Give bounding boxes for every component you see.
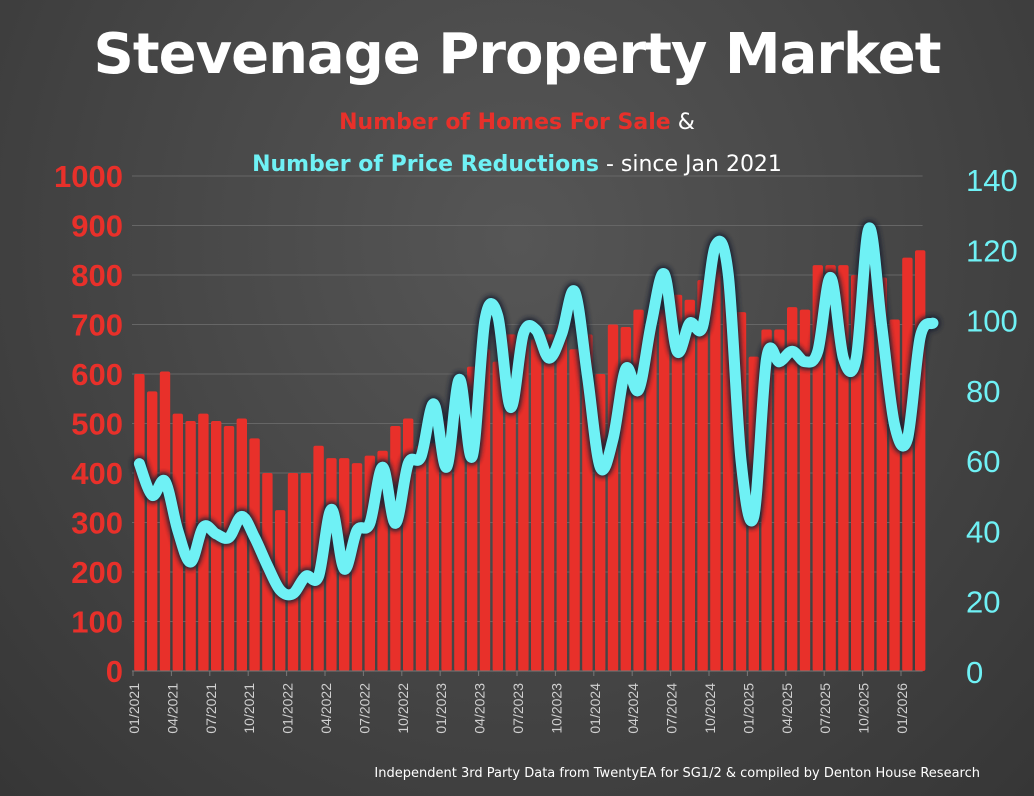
bar bbox=[633, 309, 644, 671]
x-tick-label: 01/2022 bbox=[280, 683, 296, 734]
bar bbox=[787, 307, 798, 671]
left-tick-label: 1000 bbox=[54, 159, 123, 194]
bar bbox=[863, 235, 875, 671]
right-tick-label: 120 bbox=[966, 233, 1018, 268]
bar bbox=[287, 473, 299, 671]
right-tick-label: 80 bbox=[966, 374, 1000, 409]
left-tick-label: 700 bbox=[71, 308, 123, 343]
right-tick-label: 20 bbox=[966, 585, 1000, 620]
right-tick-label: 100 bbox=[966, 304, 1018, 339]
right-tick-label: 0 bbox=[966, 655, 983, 690]
x-tick-label: 01/2023 bbox=[433, 683, 449, 734]
x-tick-label: 04/2025 bbox=[779, 683, 795, 734]
left-tick-label: 900 bbox=[71, 209, 123, 244]
x-tick-label: 01/2021 bbox=[126, 683, 142, 734]
x-tick-label: 07/2025 bbox=[817, 683, 833, 734]
bar bbox=[902, 257, 913, 671]
left-tick-label: 500 bbox=[71, 407, 123, 442]
bar bbox=[134, 374, 145, 671]
x-tick-label: 04/2022 bbox=[318, 683, 334, 734]
bar bbox=[492, 361, 503, 671]
bar bbox=[556, 324, 567, 671]
left-tick-label: 300 bbox=[71, 506, 123, 541]
subtitle-price-reductions: Number of Price Reductions bbox=[252, 152, 599, 177]
bar bbox=[659, 309, 670, 671]
x-tick-label: 10/2021 bbox=[241, 683, 257, 734]
bar bbox=[646, 314, 657, 671]
left-tick-label: 800 bbox=[71, 258, 123, 293]
x-tick-label: 10/2025 bbox=[856, 683, 872, 734]
bar bbox=[441, 421, 452, 671]
chart-subtitle-line2: Number of Price Reductions - since Jan 2… bbox=[0, 152, 1034, 177]
bar bbox=[428, 443, 439, 671]
bar bbox=[390, 425, 401, 671]
bar bbox=[697, 279, 708, 671]
x-axis: 01/2021 04/2021 07/2021 10/2021 01/2022 04/20… bbox=[126, 670, 923, 734]
bar bbox=[454, 408, 465, 671]
x-tick-label: 01/2026 bbox=[894, 683, 910, 734]
x-tick-label: 10/2023 bbox=[548, 683, 564, 734]
left-tick-label: 100 bbox=[71, 605, 123, 640]
x-tick-label: 07/2021 bbox=[203, 683, 219, 734]
bar-series bbox=[134, 235, 926, 671]
right-tick-label: 40 bbox=[966, 514, 1000, 549]
bar bbox=[505, 334, 516, 671]
bar bbox=[684, 299, 695, 671]
bar bbox=[159, 371, 171, 671]
x-tick-label: 01/2024 bbox=[587, 683, 603, 734]
chart-title: Stevenage Property Market bbox=[93, 22, 942, 87]
x-tick-label: 07/2022 bbox=[356, 683, 372, 734]
bar bbox=[531, 339, 542, 671]
right-tick-label: 60 bbox=[966, 444, 1000, 479]
x-tick-label: 07/2023 bbox=[510, 683, 526, 734]
x-tick-label: 07/2024 bbox=[664, 683, 680, 734]
bar bbox=[915, 250, 926, 671]
left-tick-label: 600 bbox=[71, 357, 123, 392]
bar bbox=[671, 294, 683, 671]
bar bbox=[223, 425, 235, 671]
bar bbox=[774, 329, 785, 671]
line-series bbox=[131, 220, 941, 603]
x-tick-label: 10/2024 bbox=[702, 683, 718, 734]
bar bbox=[799, 309, 811, 671]
subtitle-homes-for-sale: Number of Homes For Sale bbox=[339, 110, 671, 135]
left-axis: 0 100 200 300 400 500 600 700 800 900 1000 bbox=[54, 159, 123, 689]
left-tick-label: 200 bbox=[71, 555, 123, 590]
source-footnote: Independent 3rd Party Data from TwentyEA… bbox=[374, 766, 980, 781]
x-tick-label: 10/2022 bbox=[395, 683, 411, 734]
bar bbox=[543, 334, 555, 671]
bar bbox=[415, 445, 427, 671]
x-tick-label: 04/2021 bbox=[164, 683, 180, 734]
subtitle-since: - since Jan 2021 bbox=[598, 152, 782, 177]
left-tick-label: 0 bbox=[106, 654, 123, 689]
bar bbox=[236, 418, 247, 671]
bar bbox=[518, 329, 529, 671]
bar bbox=[569, 349, 580, 671]
chart-subtitle-line1: Number of Homes For Sale & bbox=[0, 110, 1034, 135]
bar bbox=[211, 421, 222, 671]
right-axis: 0 20 40 60 80 100 120 140 bbox=[966, 163, 1018, 690]
bar bbox=[710, 260, 721, 671]
x-tick-label: 04/2024 bbox=[625, 683, 641, 734]
right-tick-label: 140 bbox=[966, 163, 1018, 198]
bar bbox=[825, 265, 836, 671]
x-tick-label: 04/2023 bbox=[472, 683, 488, 734]
x-tick-label: 01/2025 bbox=[740, 683, 756, 734]
left-tick-label: 400 bbox=[71, 456, 123, 491]
subtitle-ampersand: & bbox=[670, 110, 695, 135]
bar bbox=[351, 463, 363, 671]
bar bbox=[147, 391, 158, 671]
